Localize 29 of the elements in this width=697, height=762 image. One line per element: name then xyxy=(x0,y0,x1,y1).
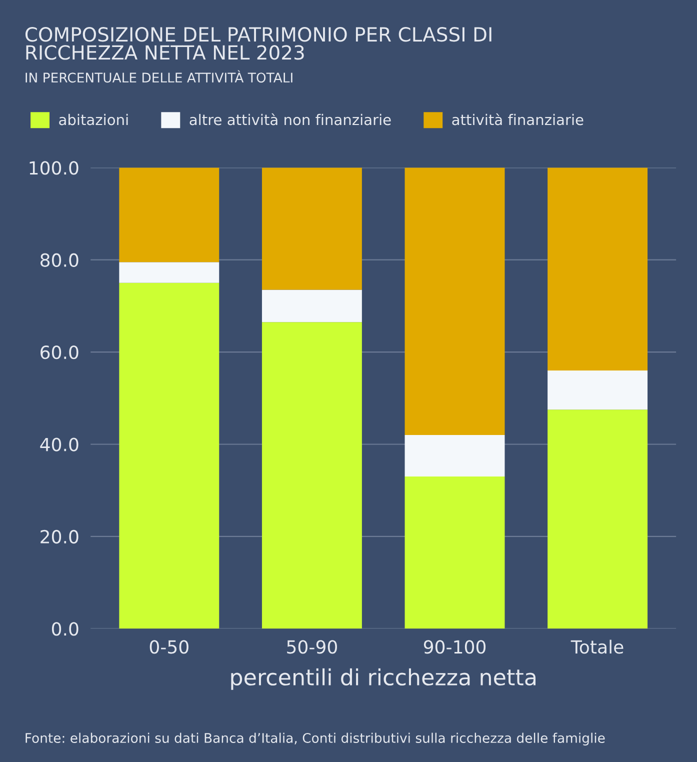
bar xyxy=(119,282,220,629)
x-axis-title: percentili di ricchezza netta xyxy=(231,668,536,690)
bar xyxy=(404,435,505,477)
bar xyxy=(548,168,648,370)
bar xyxy=(548,410,648,629)
y-tick-label: 0.0 xyxy=(52,622,78,636)
bar xyxy=(404,476,505,629)
x-tick-label: Totale xyxy=(570,640,624,654)
bar xyxy=(404,168,505,436)
bar xyxy=(262,322,362,629)
bar xyxy=(119,262,220,283)
y-tick-label: 60.0 xyxy=(40,346,78,360)
y-tick-label: 20.0 xyxy=(40,530,78,544)
legend-label: altre attività non finanziarie xyxy=(190,113,391,126)
chart-subtitle: IN PERCENTUALE DELLE ATTIVITÀ TOTALI xyxy=(26,70,292,83)
bar xyxy=(262,290,362,322)
y-tick-label: 100.0 xyxy=(30,161,78,175)
source-note: Fonte: elaborazioni su dati Banca d’Italia, Conti distributivi sulla ricchezza delle famiglie xyxy=(26,732,605,746)
x-tick-label: 0-50 xyxy=(150,640,188,654)
x-tick-label: 50-90 xyxy=(287,640,337,654)
x-tick-label: 90-100 xyxy=(424,640,486,654)
y-tick-label: 40.0 xyxy=(40,438,78,452)
chart-title: COMPOSIZIONE DEL PATRIMONIO PER CLASSI DI RICCHEZZA NETTA NEL 2023 xyxy=(25,27,492,60)
legend-label: attività finanziarie xyxy=(452,113,584,126)
y-tick-label: 80.0 xyxy=(40,253,78,267)
bar xyxy=(119,168,220,262)
bar xyxy=(548,370,648,410)
bar xyxy=(262,168,362,290)
legend-label: abitazioni xyxy=(59,114,128,126)
